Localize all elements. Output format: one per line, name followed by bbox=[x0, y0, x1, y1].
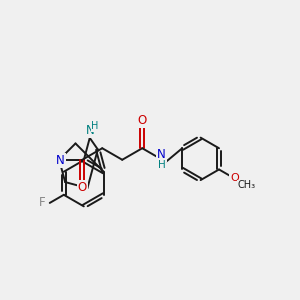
Text: N: N bbox=[56, 154, 65, 167]
Text: H: H bbox=[92, 121, 99, 131]
Text: F: F bbox=[39, 196, 46, 209]
Text: CH₃: CH₃ bbox=[238, 180, 256, 190]
Text: O: O bbox=[138, 115, 147, 128]
Text: H: H bbox=[158, 160, 166, 170]
Text: N: N bbox=[85, 124, 94, 137]
Text: N: N bbox=[157, 148, 166, 161]
Text: O: O bbox=[230, 173, 239, 184]
Text: O: O bbox=[78, 181, 87, 194]
